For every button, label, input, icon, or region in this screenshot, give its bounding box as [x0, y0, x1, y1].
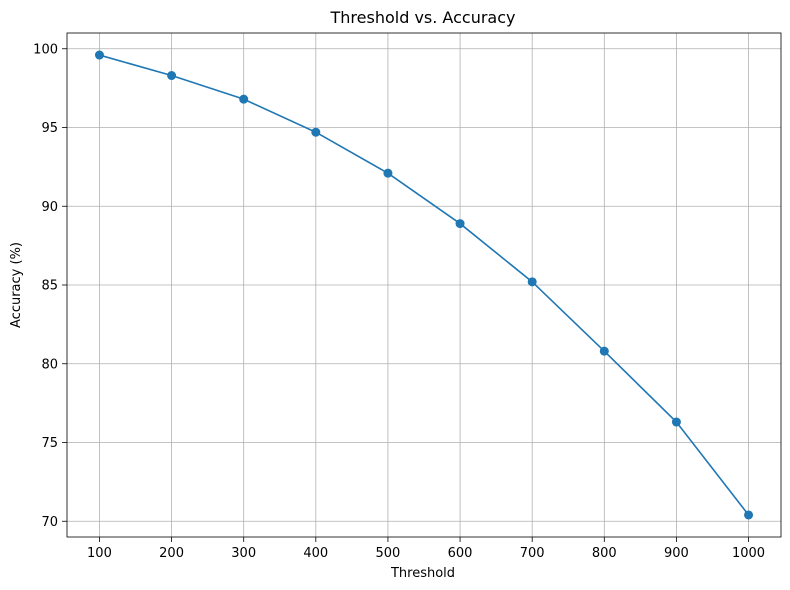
x-tick-label: 700 [520, 546, 545, 561]
x-tick-label: 500 [376, 546, 401, 561]
data-point [455, 219, 465, 229]
y-tick-label: 80 [41, 357, 58, 372]
data-point [671, 417, 681, 427]
data-point [383, 168, 393, 178]
series-line [99, 54, 750, 516]
y-tick-label: 70 [41, 515, 58, 530]
y-tick-label: 85 [41, 279, 58, 294]
x-tick-label: 800 [592, 546, 617, 561]
data-point [167, 71, 177, 81]
data-point [599, 346, 609, 356]
y-tick-label: 75 [41, 436, 58, 451]
y-tick-label: 90 [41, 200, 58, 215]
y-tick-label: 95 [41, 121, 58, 136]
chart-title: Threshold vs. Accuracy [330, 8, 516, 27]
x-tick-label: 900 [664, 546, 689, 561]
data-point [94, 50, 104, 60]
data-point [311, 127, 321, 137]
data-point [527, 277, 537, 287]
series [94, 50, 754, 520]
x-tick-label: 100 [87, 546, 112, 561]
data-point [744, 510, 754, 520]
y-tick-label: 100 [33, 42, 58, 57]
x-tick-label: 600 [448, 546, 473, 561]
y-axis-label: Accuracy (%) [9, 242, 24, 328]
x-tick-label: 300 [231, 546, 256, 561]
data-point [239, 94, 249, 104]
x-axis-label: Threshold [390, 566, 455, 581]
x-tick-label: 200 [159, 546, 184, 561]
grid [67, 33, 781, 537]
x-tick-label: 1000 [732, 546, 765, 561]
x-tick-label: 400 [303, 546, 328, 561]
ticks: 100 200 300 400 500 600 700 800 900 1000 70 75 80 85 9… [33, 42, 765, 561]
